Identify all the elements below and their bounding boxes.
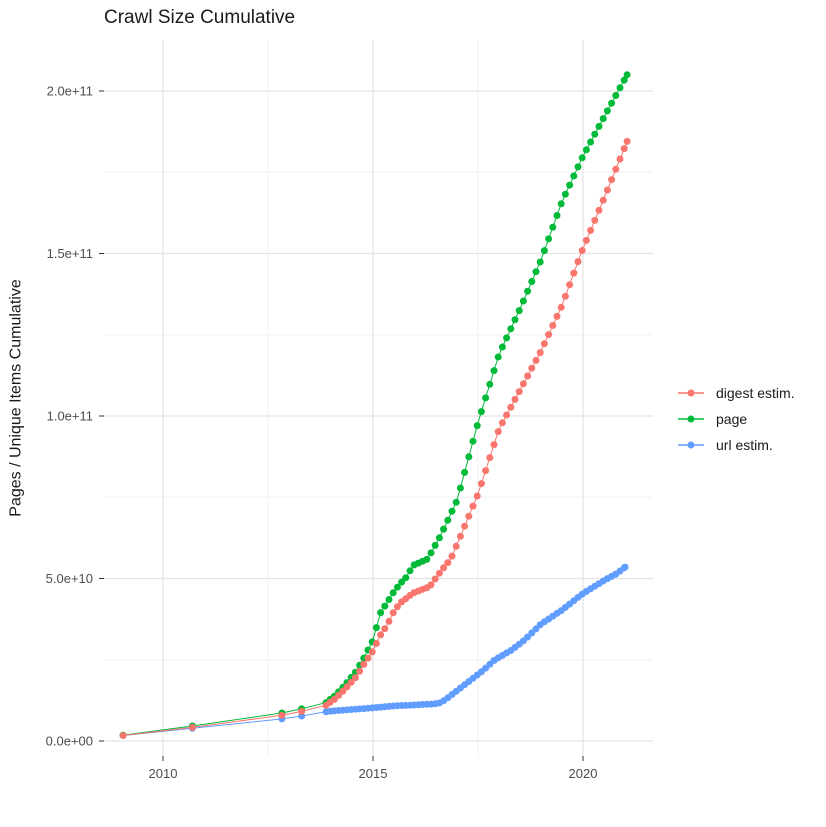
axis-ticks bbox=[99, 90, 584, 761]
series-page bbox=[119, 71, 631, 739]
chart-title: Crawl Size Cumulative bbox=[104, 7, 296, 28]
series-digest-estim bbox=[119, 137, 631, 739]
legend-label: digest estim. bbox=[716, 385, 795, 401]
legend-entry: page bbox=[676, 406, 795, 432]
series-page-line bbox=[123, 74, 628, 736]
x-tick-label: 2015 bbox=[359, 766, 388, 781]
legend-label: page bbox=[716, 411, 748, 427]
x-tick-label: 2020 bbox=[569, 766, 598, 781]
legend-entry: digest estim. bbox=[676, 380, 795, 406]
major-gridlines bbox=[104, 40, 653, 756]
legend-key-line-point-icon bbox=[678, 441, 704, 449]
x-tick-labels: 2010 2015 2020 bbox=[149, 766, 598, 781]
legend: digest estim. page url estim. bbox=[676, 380, 795, 458]
y-tick-label: 1.0e+11 bbox=[47, 409, 93, 424]
y-tick-label: 5.0e+10 bbox=[46, 571, 93, 586]
minor-gridlines bbox=[104, 40, 653, 756]
legend-key-line-point-icon bbox=[678, 415, 704, 423]
legend-entry: url estim. bbox=[676, 432, 795, 458]
series-page-points bbox=[119, 71, 631, 739]
legend-key-line-point-icon bbox=[678, 389, 704, 397]
y-tick-labels: 0.0e+00 5.0e+10 1.0e+11 1.5e+11 2.0e+11 bbox=[46, 84, 93, 749]
series-digest-estim-points bbox=[119, 137, 631, 739]
y-tick-label: 1.5e+11 bbox=[47, 246, 93, 261]
x-tick-label: 2010 bbox=[149, 766, 178, 781]
y-tick-label: 0.0e+00 bbox=[46, 734, 93, 749]
legend-label: url estim. bbox=[716, 437, 773, 453]
y-tick-label: 2.0e+11 bbox=[47, 84, 93, 99]
